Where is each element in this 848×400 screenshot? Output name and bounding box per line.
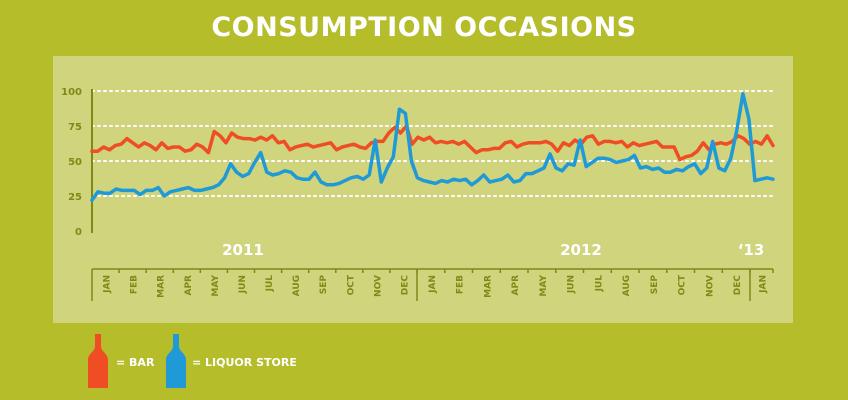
month-label: JUL: [594, 275, 604, 293]
month-label: SEP: [650, 275, 660, 295]
month-label: APR: [511, 275, 521, 296]
month-label: OCT: [346, 274, 356, 295]
y-tick-label: 75: [68, 122, 82, 133]
month-label: NOV: [373, 275, 383, 297]
month-label: MAY: [539, 275, 549, 297]
month-label: SEP: [319, 275, 329, 295]
month-label: JAN: [759, 275, 769, 294]
chart-title: CONSUMPTION OCCASIONS: [211, 12, 637, 43]
month-label: AUG: [622, 275, 632, 296]
month-label: AUG: [292, 275, 302, 296]
month-label: OCT: [678, 274, 688, 295]
month-label: NOV: [705, 275, 715, 297]
chart-panel: 0 25 50 75 100 2011 JAN FEB MAR APR MAY JUN JUL AUG S…: [53, 56, 793, 323]
y-tick-label: 25: [68, 192, 82, 203]
line-chart: 0 25 50 75 100 2011 JAN FEB MAR APR MAY JUN JUL AUG S…: [61, 87, 775, 301]
month-label: DEC: [733, 275, 743, 296]
bottle-icon: [166, 334, 186, 388]
month-label: JUL: [265, 275, 275, 293]
month-label: MAR: [157, 275, 167, 298]
series-lines: [90, 92, 775, 202]
year-label: ‘13: [738, 241, 765, 259]
year-bracket: [750, 268, 774, 273]
month-label: JUN: [567, 275, 577, 294]
month-label: APR: [184, 275, 194, 296]
bar-bottle-icon: [88, 334, 108, 388]
year-label: 2011: [222, 241, 264, 259]
month-label: FEB: [130, 275, 140, 294]
gridlines: [91, 90, 774, 197]
legend: = BAR = LIQUOR STORE: [88, 334, 348, 388]
legend-bar-label: = BAR: [116, 356, 155, 369]
month-label: MAR: [483, 275, 493, 298]
month-label: JUN: [238, 275, 248, 294]
year-label: 2012: [560, 241, 602, 259]
month-label: DEC: [401, 275, 411, 296]
y-tick-label: 50: [68, 157, 82, 168]
bar-series-line: [90, 124, 775, 162]
y-tick-label: 100: [61, 87, 82, 98]
month-label: FEB: [456, 275, 466, 294]
month-label: JAN: [103, 275, 113, 294]
y-tick-label: 0: [75, 227, 82, 238]
time-axis: 2011 JAN FEB MAR APR MAY JUN JUL AUG SEP OCT NOV DEC…: [91, 241, 774, 301]
y-axis-ticks: 0 25 50 75 100: [61, 87, 82, 238]
month-label: JAN: [428, 275, 438, 294]
year-bracket: [91, 268, 418, 301]
bottle-icon: [88, 334, 108, 388]
liquor-store-bottle-icon: [166, 334, 186, 388]
year-bracket: [417, 268, 751, 273]
month-label: MAY: [211, 275, 221, 297]
liquor-store-series-line: [90, 92, 775, 202]
legend-liquor-store-label: = LIQUOR STORE: [192, 356, 297, 369]
